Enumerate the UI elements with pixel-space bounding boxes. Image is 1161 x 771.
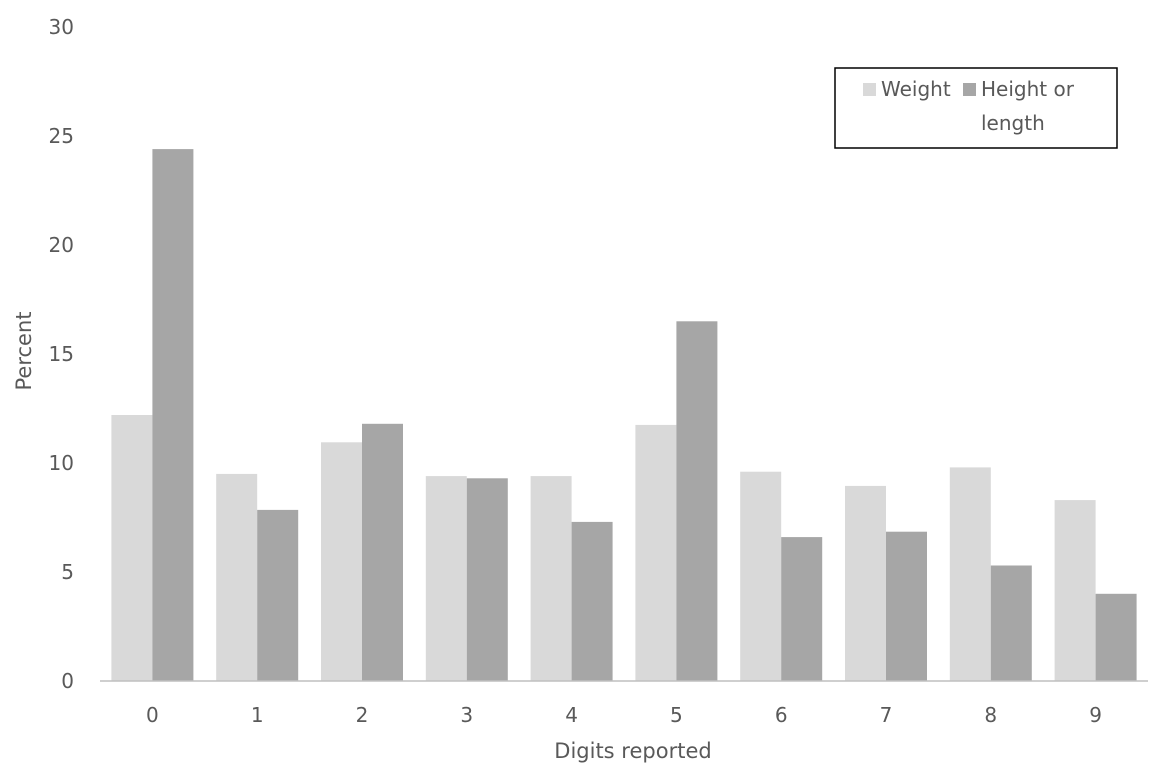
legend-label-height-or-length-line2: length <box>981 111 1045 135</box>
bar-height-or-length-digit-2 <box>362 423 403 681</box>
y-tick-label-30: 30 <box>49 15 74 39</box>
bar-weight-digit-5 <box>635 424 677 681</box>
x-category-label-2: 2 <box>356 703 369 727</box>
x-category-label-3: 3 <box>460 703 473 727</box>
y-tick-label-0: 0 <box>61 669 74 693</box>
legend-label-height-or-length-line1: Height or <box>981 77 1075 101</box>
bar-height-or-length-digit-3 <box>466 478 508 681</box>
legend-swatch-height-or-length <box>963 83 976 96</box>
bar-weight-digit-6 <box>740 471 782 681</box>
legend-label-weight: Weight <box>881 77 951 101</box>
y-tick-label-5: 5 <box>61 560 74 584</box>
bar-weight-digit-8 <box>949 467 991 681</box>
x-category-label-8: 8 <box>984 703 997 727</box>
bar-height-or-length-digit-5 <box>676 321 718 681</box>
bar-weight-digit-4 <box>530 476 572 681</box>
bar-height-or-length-digit-1 <box>257 509 299 681</box>
bar-height-or-length-digit-6 <box>781 537 823 681</box>
bar-weight-digit-1 <box>216 473 258 681</box>
bar-weight-digit-9 <box>1054 500 1096 681</box>
y-tick-label-20: 20 <box>49 233 74 257</box>
bar-height-or-length-digit-7 <box>886 531 927 681</box>
x-category-label-0: 0 <box>146 703 159 727</box>
bar-weight-digit-3 <box>425 476 467 681</box>
x-axis-title: Digits reported <box>554 739 711 763</box>
x-category-label-1: 1 <box>251 703 264 727</box>
x-category-label-6: 6 <box>775 703 788 727</box>
x-category-label-9: 9 <box>1089 703 1102 727</box>
bar-height-or-length-digit-0 <box>152 149 194 682</box>
y-tick-label-25: 25 <box>49 124 74 148</box>
bar-weight-digit-7 <box>845 485 886 681</box>
x-category-label-5: 5 <box>670 703 683 727</box>
x-category-label-4: 4 <box>565 703 578 727</box>
legend-box <box>834 67 1118 149</box>
y-tick-label-15: 15 <box>49 342 74 366</box>
y-tick-labels: 0 5 10 15 20 25 30 <box>49 15 74 693</box>
x-category-label-7: 7 <box>880 703 893 727</box>
bar-weight-digit-2 <box>321 442 362 681</box>
bar-height-or-length-digit-9 <box>1095 593 1137 681</box>
bar-weight-digit-0 <box>111 415 153 681</box>
legend: Weight Height or length <box>834 67 1118 149</box>
y-tick-label-10: 10 <box>49 451 74 475</box>
x-category-labels: 0 1 2 3 4 5 6 7 8 9 <box>146 703 1102 727</box>
y-axis-title: Percent <box>12 311 36 390</box>
bars-layer <box>111 149 1137 682</box>
bar-height-or-length-digit-4 <box>571 521 613 681</box>
legend-swatch-weight <box>863 83 876 96</box>
bar-height-or-length-digit-8 <box>990 565 1032 681</box>
